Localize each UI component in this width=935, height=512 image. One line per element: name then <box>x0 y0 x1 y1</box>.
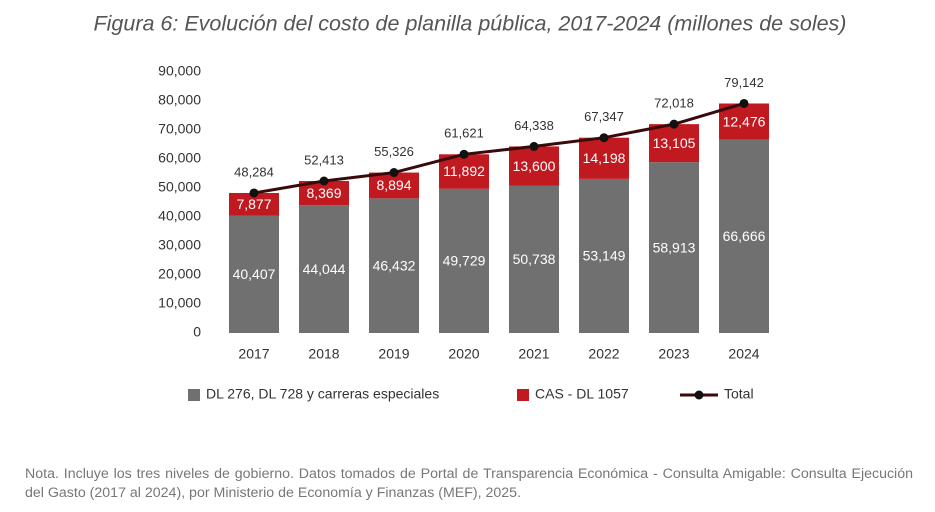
total-value-label: 52,413 <box>304 152 344 167</box>
x-tick-label: 2023 <box>658 346 689 362</box>
x-tick-label: 2021 <box>518 346 549 362</box>
y-tick-label: 40,000 <box>158 208 201 224</box>
bar <box>649 162 699 333</box>
y-tick-label: 50,000 <box>158 179 201 195</box>
bar-value-label: 50,738 <box>513 251 556 267</box>
total-marker <box>249 188 259 198</box>
total-marker <box>739 98 749 108</box>
bar <box>509 146 559 186</box>
total-value-label: 61,621 <box>444 126 484 141</box>
bar <box>229 215 279 333</box>
bar-value-label: 58,913 <box>653 239 696 255</box>
bar <box>579 137 629 179</box>
bar-value-label: 11,892 <box>443 163 485 179</box>
y-tick-label: 60,000 <box>158 150 201 166</box>
total-marker <box>319 176 329 186</box>
bar-value-label: 8,894 <box>376 177 411 193</box>
note: Nota. Incluye los tres niveles de gobier… <box>25 466 913 501</box>
bar <box>719 139 769 333</box>
total-marker <box>669 119 679 129</box>
bar-value-label: 13,600 <box>513 158 556 174</box>
bar-value-label: 12,476 <box>723 113 766 129</box>
bar-value-label: 46,432 <box>373 257 416 273</box>
x-tick-label: 2024 <box>728 346 759 362</box>
total-value-label: 79,142 <box>724 75 764 90</box>
total-marker <box>529 141 539 151</box>
y-tick-label: 10,000 <box>158 295 201 311</box>
bar-value-label: 40,407 <box>233 266 276 282</box>
legend-label: CAS - DL 1057 <box>535 386 629 402</box>
bar-value-label: 13,105 <box>653 135 696 151</box>
x-tick-label: 2018 <box>308 346 339 362</box>
total-value-label: 67,347 <box>584 109 624 124</box>
total-value-label: 72,018 <box>654 96 694 111</box>
total-marker <box>459 149 469 159</box>
bar <box>579 178 629 333</box>
chart: Figura 6: Evolución del costo de planill… <box>94 12 847 402</box>
legend-label: DL 276, DL 728 y carreras especiales <box>206 386 439 402</box>
total-marker <box>389 168 399 178</box>
legend-label: Total <box>724 386 754 402</box>
bar-value-label: 8,369 <box>306 185 341 201</box>
y-tick-label: 70,000 <box>158 121 201 137</box>
total-marker <box>599 133 609 143</box>
bar-value-label: 53,149 <box>583 248 626 264</box>
y-tick-label: 0 <box>193 324 201 340</box>
y-tick-label: 80,000 <box>158 92 201 108</box>
x-tick-label: 2022 <box>588 346 619 362</box>
legend-swatch <box>517 389 529 401</box>
total-line <box>253 102 745 195</box>
y-tick-label: 20,000 <box>158 266 201 282</box>
x-tick-label: 2020 <box>448 346 479 362</box>
bar <box>299 205 349 333</box>
bar <box>369 198 419 333</box>
legend-marker <box>694 390 704 400</box>
x-tick-label: 2017 <box>238 346 269 362</box>
bar <box>649 124 699 163</box>
total-value-label: 55,326 <box>374 144 414 159</box>
legend-swatch <box>188 389 200 401</box>
total-value-label: 48,284 <box>234 164 274 179</box>
bar-value-label: 49,729 <box>443 253 486 269</box>
y-tick-label: 90,000 <box>158 63 201 79</box>
bar <box>229 192 279 216</box>
y-tick-label: 30,000 <box>158 237 201 253</box>
bar <box>509 185 559 333</box>
bar-value-label: 44,044 <box>303 261 346 277</box>
x-tick-label: 2019 <box>378 346 409 362</box>
bar-value-label: 14,198 <box>583 150 626 166</box>
total-value-label: 64,338 <box>514 118 554 133</box>
bar-value-label: 7,877 <box>236 196 271 212</box>
bar-value-label: 66,666 <box>723 228 766 244</box>
bar <box>439 188 489 333</box>
chart-title: Figura 6: Evolución del costo de planill… <box>94 12 847 36</box>
